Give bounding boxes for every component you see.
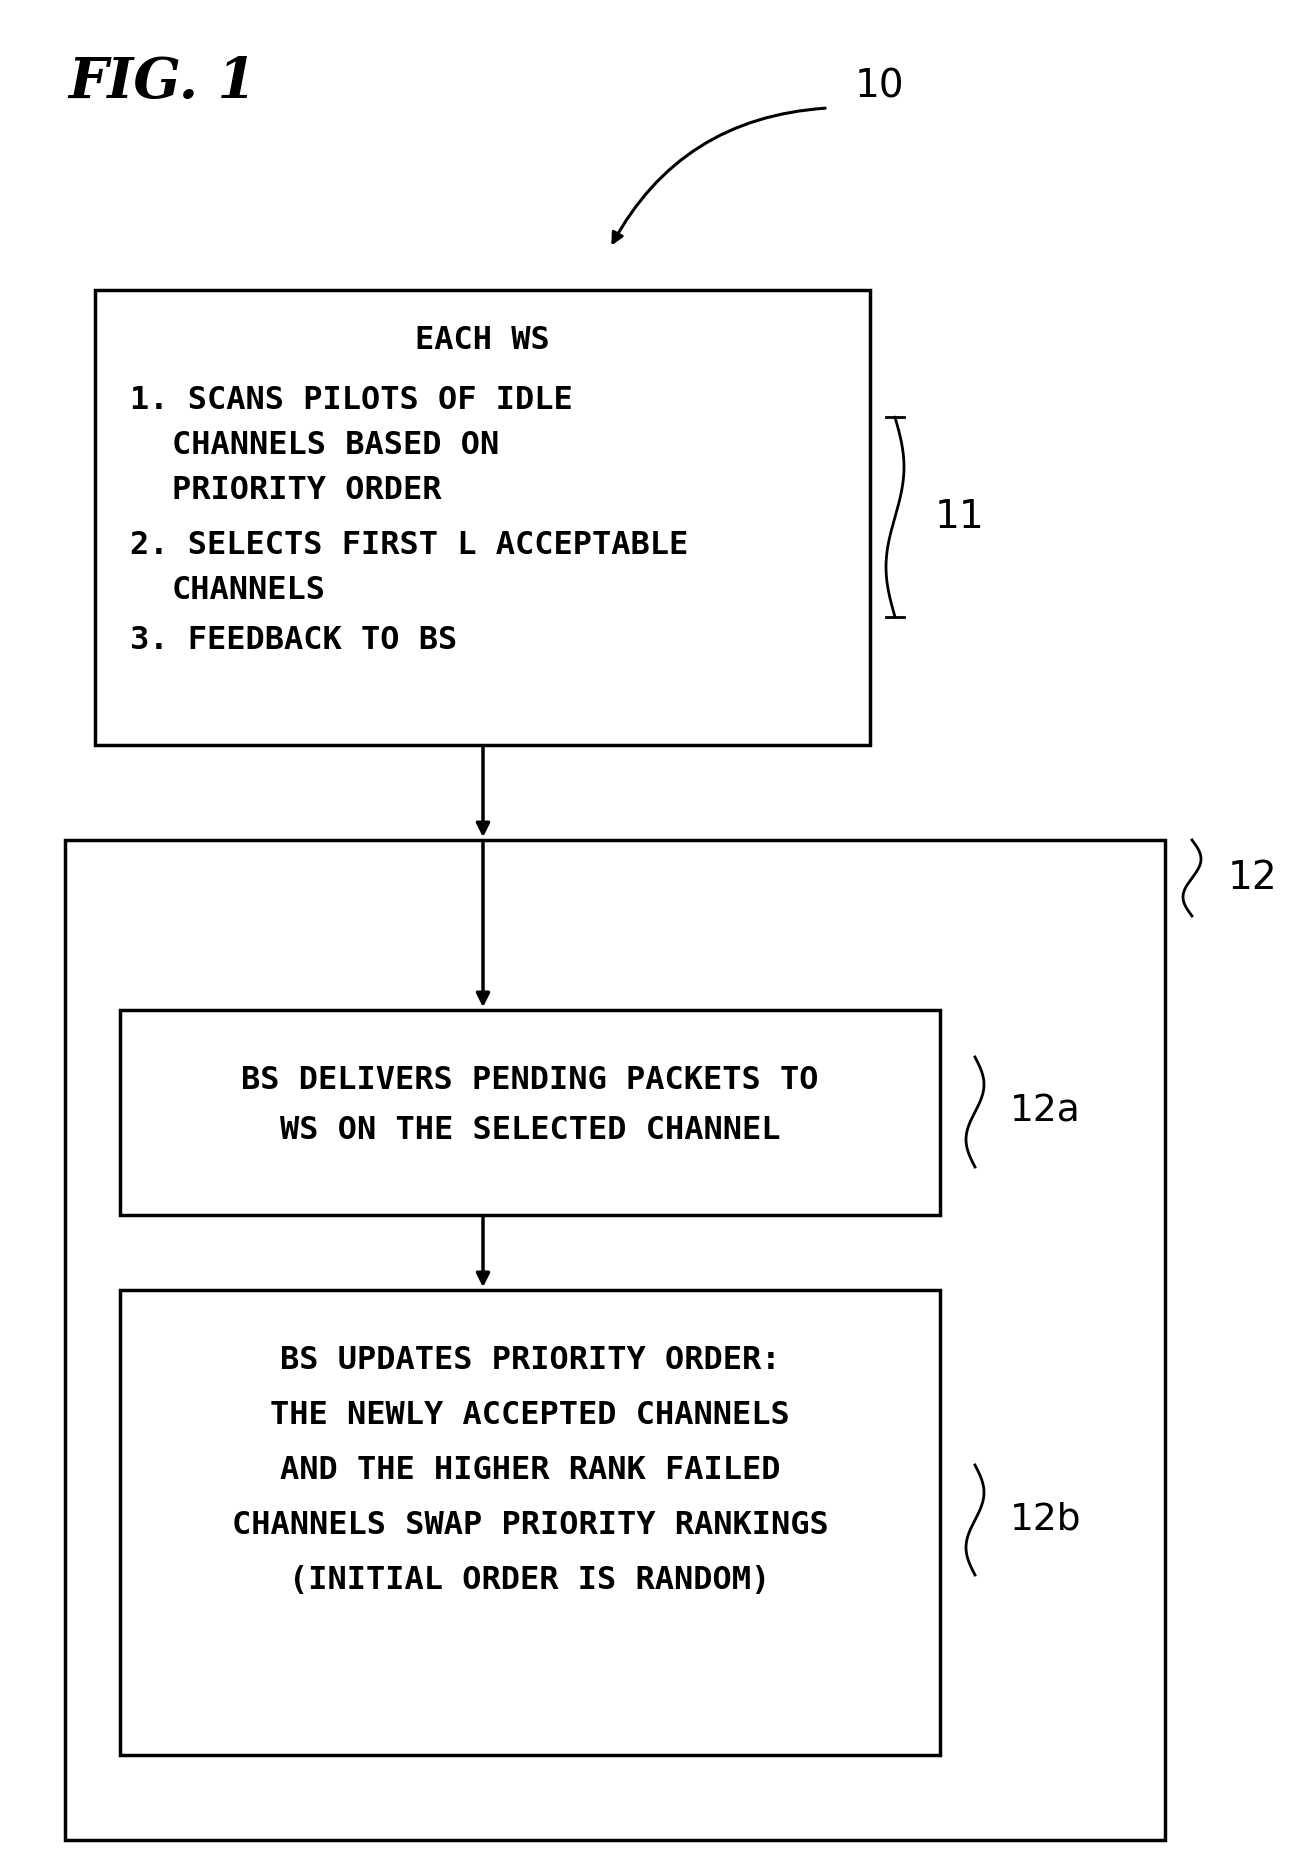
Text: PRIORITY ORDER: PRIORITY ORDER — [172, 475, 442, 505]
Text: THE NEWLY ACCEPTED CHANNELS: THE NEWLY ACCEPTED CHANNELS — [270, 1400, 790, 1430]
Bar — [120, 1011, 940, 1215]
Text: CHANNELS: CHANNELS — [172, 575, 326, 607]
Text: AND THE HIGHER RANK FAILED: AND THE HIGHER RANK FAILED — [280, 1455, 780, 1486]
Bar — [64, 841, 1165, 1840]
Text: 1. SCANS PILOTS OF IDLE: 1. SCANS PILOTS OF IDLE — [130, 386, 573, 416]
Text: 11: 11 — [935, 498, 985, 535]
Text: BS UPDATES PRIORITY ORDER:: BS UPDATES PRIORITY ORDER: — [280, 1344, 780, 1376]
Text: FIG. 1: FIG. 1 — [68, 54, 256, 110]
Text: 12b: 12b — [1010, 1501, 1081, 1539]
Text: CHANNELS BASED ON: CHANNELS BASED ON — [172, 431, 500, 461]
Text: 2. SELECTS FIRST L ACCEPTABLE: 2. SELECTS FIRST L ACCEPTABLE — [130, 530, 688, 562]
Bar — [120, 1290, 940, 1756]
Text: BS DELIVERS PENDING PACKETS TO: BS DELIVERS PENDING PACKETS TO — [241, 1065, 819, 1095]
Text: WS ON THE SELECTED CHANNEL: WS ON THE SELECTED CHANNEL — [280, 1116, 780, 1146]
Text: (INITIAL ORDER IS RANDOM): (INITIAL ORDER IS RANDOM) — [289, 1565, 771, 1597]
Text: 12a: 12a — [1010, 1093, 1081, 1131]
Text: 12: 12 — [1228, 859, 1278, 897]
Text: CHANNELS SWAP PRIORITY RANKINGS: CHANNELS SWAP PRIORITY RANKINGS — [231, 1511, 828, 1541]
Text: 10: 10 — [855, 67, 905, 107]
Text: EACH WS: EACH WS — [416, 326, 550, 356]
Text: 3. FEEDBACK TO BS: 3. FEEDBACK TO BS — [130, 625, 458, 655]
Bar — [95, 290, 871, 745]
